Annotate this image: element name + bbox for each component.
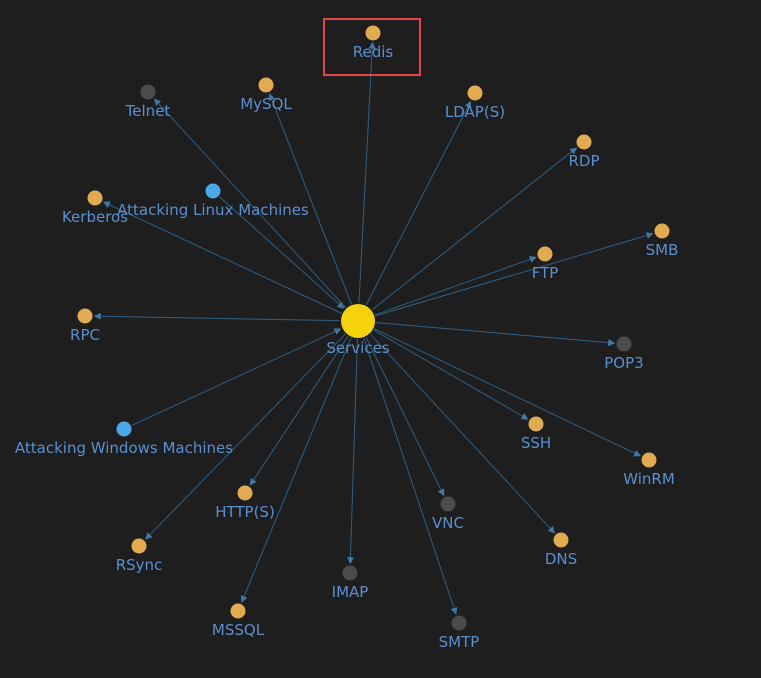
node-smb-dot[interactable] [654, 223, 670, 239]
node-rpc[interactable]: RPC [70, 308, 100, 345]
node-kerberos[interactable]: Kerberos [62, 190, 128, 227]
node-services[interactable]: Services [326, 304, 390, 357]
node-https-label: HTTP(S) [215, 503, 275, 521]
node-dns-label: DNS [545, 550, 577, 568]
node-mssql[interactable]: MSSQL [212, 603, 265, 640]
edge-attacking-linux-to-services [218, 196, 345, 309]
node-telnet-label: Telnet [125, 102, 171, 120]
node-telnet-dot[interactable] [140, 84, 156, 100]
node-imap-dot[interactable] [342, 565, 358, 581]
node-vnc-label: VNC [432, 514, 464, 532]
node-rpc-dot[interactable] [77, 308, 93, 324]
node-winrm[interactable]: WinRM [623, 452, 675, 489]
node-mysql[interactable]: MySQL [240, 77, 292, 114]
node-ssh-label: SSH [521, 434, 551, 452]
node-ldaps[interactable]: LDAP(S) [445, 85, 505, 122]
edge-services-to-winrm [374, 328, 642, 457]
node-dns[interactable]: DNS [545, 532, 577, 569]
node-ldaps-label: LDAP(S) [445, 103, 505, 121]
edge-services-to-vnc [365, 336, 445, 497]
graph-edges [93, 41, 654, 615]
node-attacking-windows-dot[interactable] [116, 421, 132, 437]
edge-services-to-smtp [363, 337, 458, 615]
node-redis-dot[interactable] [365, 25, 381, 41]
edge-services-to-pop3 [375, 322, 616, 347]
node-rdp-dot[interactable] [576, 134, 592, 150]
node-smtp-dot[interactable] [451, 615, 467, 631]
edge-services-to-rsync [145, 333, 346, 540]
node-ssh[interactable]: SSH [521, 416, 551, 453]
edge-services-to-rpc [93, 312, 341, 322]
node-pop3[interactable]: POP3 [604, 336, 644, 373]
node-attacking-linux[interactable]: Attacking Linux Machines [117, 183, 309, 220]
node-attacking-windows[interactable]: Attacking Windows Machines [15, 421, 233, 458]
node-dns-dot[interactable] [553, 532, 569, 548]
edge-services-to-mysql [268, 93, 352, 305]
node-redis-label: Redis [353, 43, 394, 61]
node-mysql-label: MySQL [240, 95, 292, 113]
node-rdp[interactable]: RDP [568, 134, 600, 171]
node-services-dot[interactable] [341, 304, 375, 338]
node-smtp[interactable]: SMTP [439, 615, 480, 652]
node-rdp-label: RDP [568, 152, 599, 170]
node-https-dot[interactable] [237, 485, 253, 501]
node-rsync-dot[interactable] [131, 538, 147, 554]
node-attacking-linux-dot[interactable] [205, 183, 221, 199]
edge-services-to-kerberos [102, 201, 342, 314]
node-imap-label: IMAP [332, 583, 369, 601]
edge-services-to-rdp [371, 147, 578, 311]
edge-services-to-ldaps [365, 100, 472, 306]
node-smtp-label: SMTP [439, 633, 480, 651]
node-imap[interactable]: IMAP [332, 565, 369, 602]
edge-services-to-telnet [153, 98, 347, 309]
node-ftp[interactable]: FTP [532, 246, 559, 283]
node-rsync-label: RSync [116, 556, 163, 574]
node-https[interactable]: HTTP(S) [215, 485, 275, 522]
node-winrm-label: WinRM [623, 470, 675, 488]
edge-services-to-mssql [240, 337, 352, 603]
node-mysql-dot[interactable] [258, 77, 274, 93]
node-ssh-dot[interactable] [528, 416, 544, 432]
node-mssql-dot[interactable] [230, 603, 246, 619]
node-smb[interactable]: SMB [646, 223, 679, 260]
node-ldaps-dot[interactable] [467, 85, 483, 101]
edge-services-to-smb [375, 232, 654, 317]
node-rpc-label: RPC [70, 326, 100, 344]
edge-services-to-https [249, 335, 349, 486]
edge-services-to-ssh [373, 329, 529, 420]
edge-services-to-redis [358, 41, 376, 304]
edge-services-to-ftp [374, 256, 537, 316]
node-kerberos-label: Kerberos [62, 208, 128, 226]
node-telnet[interactable]: Telnet [125, 84, 171, 121]
node-redis[interactable]: Redis [353, 25, 394, 62]
node-pop3-label: POP3 [604, 354, 643, 372]
node-pop3-dot[interactable] [616, 336, 632, 352]
edge-attacking-windows-to-services [131, 328, 342, 426]
node-rsync[interactable]: RSync [116, 538, 163, 575]
node-kerberos-dot[interactable] [87, 190, 103, 206]
edge-services-to-imap [347, 338, 358, 565]
node-services-label: Services [326, 339, 389, 357]
node-smb-label: SMB [646, 241, 679, 259]
node-attacking-windows-label: Attacking Windows Machines [15, 439, 233, 457]
node-ftp-dot[interactable] [537, 246, 553, 262]
node-vnc[interactable]: VNC [432, 496, 464, 533]
node-vnc-dot[interactable] [440, 496, 456, 512]
node-attacking-linux-label: Attacking Linux Machines [117, 201, 309, 219]
node-ftp-label: FTP [532, 264, 559, 282]
node-mssql-label: MSSQL [212, 621, 265, 639]
node-winrm-dot[interactable] [641, 452, 657, 468]
edge-services-to-dns [369, 333, 556, 534]
